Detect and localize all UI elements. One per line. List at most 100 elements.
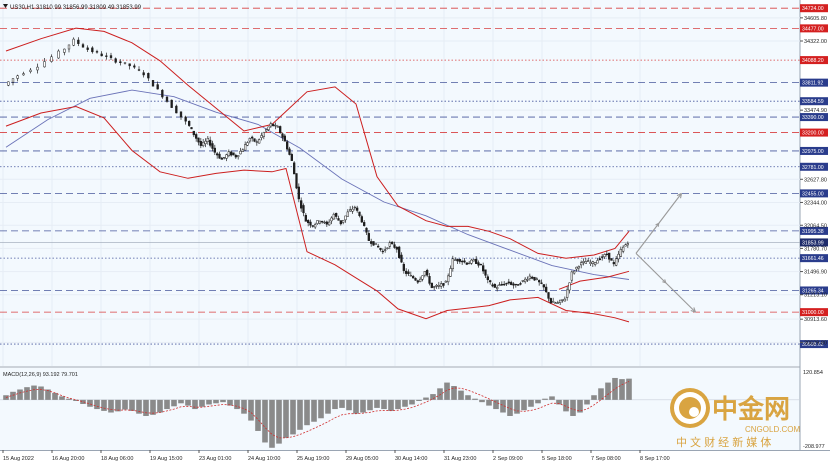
macd-bar <box>45 389 51 400</box>
y-tick-label: 30629.80 <box>804 340 827 346</box>
level-label: 31000.00 <box>802 310 824 316</box>
candle-body <box>230 151 233 156</box>
macd-bar <box>10 391 16 400</box>
price-panel[interactable] <box>0 0 800 366</box>
candle-body <box>274 124 277 127</box>
candle-body <box>293 162 296 175</box>
time-axis[interactable]: 15 Aug 2022 16 Aug 20:00 18 Aug 06:00 19 Au… <box>2 450 670 462</box>
candle-body <box>344 215 347 221</box>
level-tag <box>800 97 828 106</box>
candle-body <box>190 127 193 130</box>
candle-body <box>619 249 622 257</box>
candle-body <box>100 53 103 57</box>
candle-body <box>119 61 122 63</box>
macd-bar <box>563 399 569 412</box>
candle-body <box>440 283 443 287</box>
support-resistance-levels: 34724.00 34477.00 34088.20 33811.92 33584.59… <box>0 4 828 349</box>
macd-bar <box>73 399 79 401</box>
candle-body <box>605 253 608 255</box>
candle-body <box>255 141 258 143</box>
macd-bar <box>346 399 352 411</box>
x-tick-label: 29 Aug 05:00 <box>346 456 378 462</box>
candle-body <box>295 173 298 189</box>
macd-bar <box>220 399 226 403</box>
candle-body <box>86 47 89 50</box>
level-tag <box>800 340 828 349</box>
candle-body <box>505 282 508 285</box>
dropdown-triangle-icon[interactable] <box>3 4 8 8</box>
candle-body <box>50 56 53 62</box>
macd-bar <box>136 399 142 414</box>
x-tick-label: 31 Aug 23:00 <box>444 456 476 462</box>
watermark-site: CNGOLD.COM <box>745 425 800 434</box>
x-tick-label: 24 Aug 10:00 <box>248 456 280 462</box>
candle-body <box>535 278 538 280</box>
candle-body <box>202 141 205 147</box>
candle-body <box>580 262 583 266</box>
macd-bar <box>528 399 534 407</box>
candle-body <box>223 157 226 159</box>
candle-body <box>360 216 363 223</box>
x-tick-label: 23 Aug 01:00 <box>199 456 231 462</box>
arrowhead-icon <box>655 222 660 227</box>
candlesticks <box>7 37 629 305</box>
candle-body <box>316 220 319 224</box>
macd-bar <box>339 399 345 408</box>
candle-body <box>377 245 380 248</box>
candle-body <box>188 121 191 126</box>
candle-body <box>227 151 230 157</box>
macd-bar <box>234 399 240 410</box>
macd-bar <box>416 399 422 401</box>
candle-body <box>7 81 10 86</box>
candle-body <box>395 246 398 250</box>
candle-body <box>430 282 433 288</box>
candle-body <box>283 135 286 142</box>
price-axis[interactable]: 34605.80 34322.00 33474.90 32627.80 32344.00… <box>800 16 827 346</box>
candle-body <box>384 249 387 251</box>
arrowhead-icon <box>662 279 667 284</box>
candle-body <box>521 280 524 282</box>
level-label: 34088.20 <box>802 58 824 64</box>
candle-body <box>426 269 429 276</box>
macd-bar <box>402 399 408 407</box>
candle-body <box>262 132 265 137</box>
macd-bar <box>374 399 380 408</box>
current-price-label: 31853.99 <box>802 240 824 246</box>
macd-bar <box>213 399 219 404</box>
candle-body <box>128 63 131 67</box>
macd-bar <box>290 399 296 435</box>
candle-body <box>470 259 473 264</box>
level-tag <box>800 24 828 33</box>
candle-body <box>461 260 464 263</box>
candle-body <box>624 244 627 247</box>
candle-body <box>584 261 587 264</box>
candle-body <box>133 65 136 68</box>
macd-bar <box>108 399 114 413</box>
candle-body <box>601 256 604 258</box>
candle-body <box>437 284 440 287</box>
level-label: 31661.46 <box>802 256 824 262</box>
candle-body <box>192 130 195 136</box>
candle-body <box>321 220 324 223</box>
candle-body <box>279 126 282 134</box>
macd-bar <box>115 399 121 412</box>
macd-bar <box>311 399 317 422</box>
level-tag <box>800 78 828 87</box>
candle-body <box>307 220 310 224</box>
y-tick-label: 32627.80 <box>804 177 827 183</box>
candle-body <box>372 241 375 246</box>
candle-body <box>323 221 326 224</box>
candle-body <box>91 47 94 53</box>
candle-body <box>563 298 566 302</box>
macd-bar <box>500 399 506 413</box>
candle-body <box>302 205 305 214</box>
candle-body <box>335 213 338 217</box>
candle-body <box>451 258 454 270</box>
candle-body <box>22 73 25 76</box>
candle-body <box>314 224 317 228</box>
macd-bar <box>157 399 163 413</box>
candle-body <box>332 213 335 220</box>
macd-bar <box>185 399 191 406</box>
candle-body <box>414 278 417 281</box>
